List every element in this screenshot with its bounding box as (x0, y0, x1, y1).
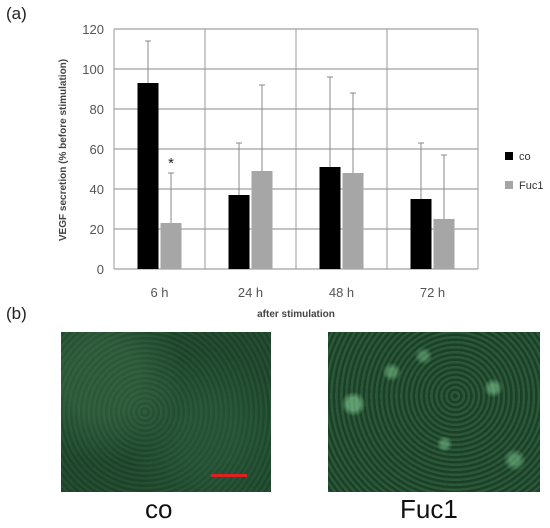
panel-label-b: (b) (6, 304, 27, 323)
legend-swatch-co (505, 152, 513, 160)
y-tick-label: 120 (82, 22, 104, 37)
bars (137, 83, 455, 269)
y-tick-label: 80 (90, 102, 104, 117)
bar-chart: 0 20 40 60 80 100 120 6 h 24 h 48 h 72 h * VEGF se… (58, 22, 543, 320)
image-caption-co: co (145, 494, 173, 524)
y-tick-label: 100 (82, 62, 104, 77)
bar-fuc1-6h (160, 223, 182, 269)
y-axis-title: VEGF secretion (% before stimulation) (58, 59, 69, 241)
bar-fuc1-24h (251, 171, 273, 269)
x-axis-title: after stimulation (257, 309, 335, 320)
y-tick-label: 60 (90, 142, 104, 157)
bar-fuc1-48h (342, 173, 364, 269)
legend-label-fuc1: Fuc1 (519, 180, 543, 192)
bar-co-6h (137, 83, 159, 269)
x-tick-label: 48 h (329, 285, 354, 300)
bar-co-48h (319, 167, 341, 269)
y-tick-label: 40 (90, 182, 104, 197)
microscopy-image-fuc1 (328, 332, 540, 492)
legend: co Fuc1 (505, 151, 543, 192)
panel-label-a: (a) (6, 4, 27, 23)
error-bars (145, 40, 447, 223)
x-tick-label: 6 h (150, 285, 168, 300)
significance-marker: * (168, 155, 174, 172)
y-tick-label: 20 (90, 222, 104, 237)
tick-labels: 0 20 40 60 80 100 120 6 h 24 h 48 h 72 h (82, 22, 445, 300)
legend-swatch-fuc1 (505, 181, 513, 189)
grid-lines (113, 28, 479, 270)
y-tick-label: 0 (97, 262, 104, 277)
x-tick-label: 24 h (238, 285, 263, 300)
scale-bar (211, 474, 247, 477)
x-tick-label: 72 h (420, 285, 445, 300)
annotations: * (168, 155, 174, 172)
bar-fuc1-72h (433, 219, 455, 269)
microscopy-image-co (61, 332, 271, 492)
bar-co-24h (228, 195, 250, 269)
bar-co-72h (410, 199, 432, 269)
legend-label-co: co (519, 151, 531, 163)
image-caption-fuc1: Fuc1 (400, 494, 458, 524)
